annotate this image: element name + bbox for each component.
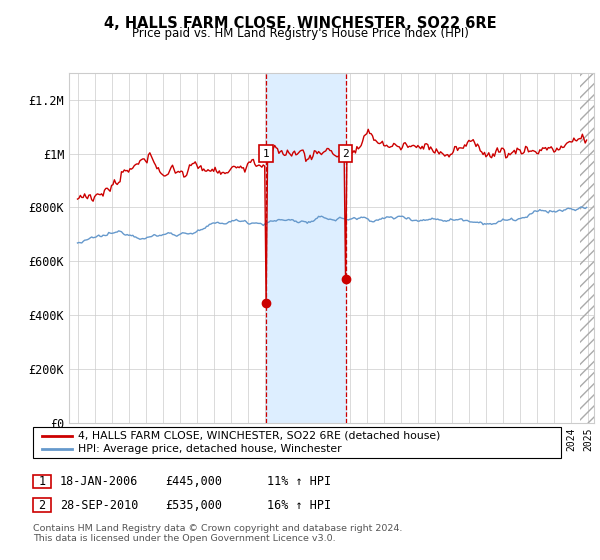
Text: 2: 2 xyxy=(38,498,46,512)
Text: 4, HALLS FARM CLOSE, WINCHESTER, SO22 6RE: 4, HALLS FARM CLOSE, WINCHESTER, SO22 6R… xyxy=(104,16,496,31)
Text: 18-JAN-2006: 18-JAN-2006 xyxy=(60,475,139,488)
Text: Contains HM Land Registry data © Crown copyright and database right 2024.
This d: Contains HM Land Registry data © Crown c… xyxy=(33,524,403,543)
Text: £535,000: £535,000 xyxy=(165,498,222,512)
Text: 11% ↑ HPI: 11% ↑ HPI xyxy=(267,475,331,488)
Text: £445,000: £445,000 xyxy=(165,475,222,488)
Text: 4, HALLS FARM CLOSE, WINCHESTER, SO22 6RE (detached house): 4, HALLS FARM CLOSE, WINCHESTER, SO22 6R… xyxy=(78,431,440,441)
Text: HPI: Average price, detached house, Winchester: HPI: Average price, detached house, Winc… xyxy=(78,445,341,455)
Text: 28-SEP-2010: 28-SEP-2010 xyxy=(60,498,139,512)
Text: 2: 2 xyxy=(342,148,349,158)
Text: 1: 1 xyxy=(38,475,46,488)
Bar xyxy=(266,73,346,423)
Text: 1: 1 xyxy=(263,148,269,158)
Bar xyxy=(580,73,596,423)
Text: Price paid vs. HM Land Registry's House Price Index (HPI): Price paid vs. HM Land Registry's House … xyxy=(131,27,469,40)
Text: 16% ↑ HPI: 16% ↑ HPI xyxy=(267,498,331,512)
